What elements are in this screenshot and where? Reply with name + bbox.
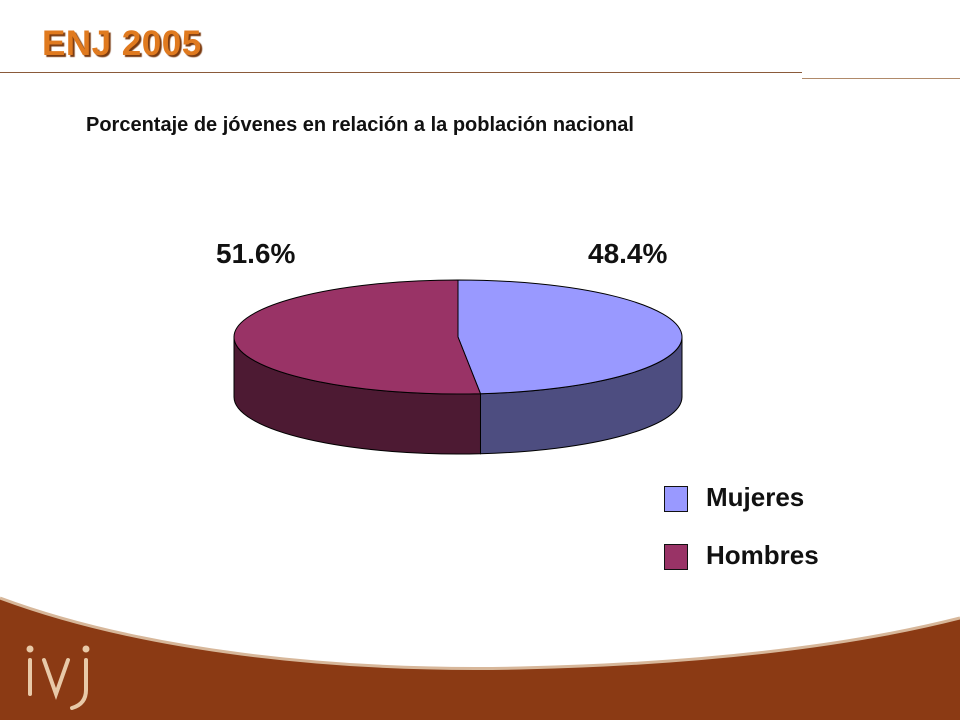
chart-title: Porcentaje de jóvenes en relación a la p… xyxy=(86,114,634,136)
legend-label-hombres: Hombres xyxy=(706,540,819,570)
pie-slice-mujeres xyxy=(457,279,683,395)
legend-swatch-hombres xyxy=(664,544,688,570)
hombres-percent-label: 51.6% xyxy=(216,238,296,269)
legend-swatch-mujeres xyxy=(664,486,688,512)
title-divider xyxy=(0,72,802,73)
pie-slice-hombres xyxy=(233,279,482,395)
title-divider-right xyxy=(802,78,960,79)
legend-label-mujeres: Mujeres xyxy=(706,482,805,512)
slide-title: ENJ 2005 xyxy=(42,24,202,63)
mujeres-percent-label: 48.4% xyxy=(588,238,668,269)
